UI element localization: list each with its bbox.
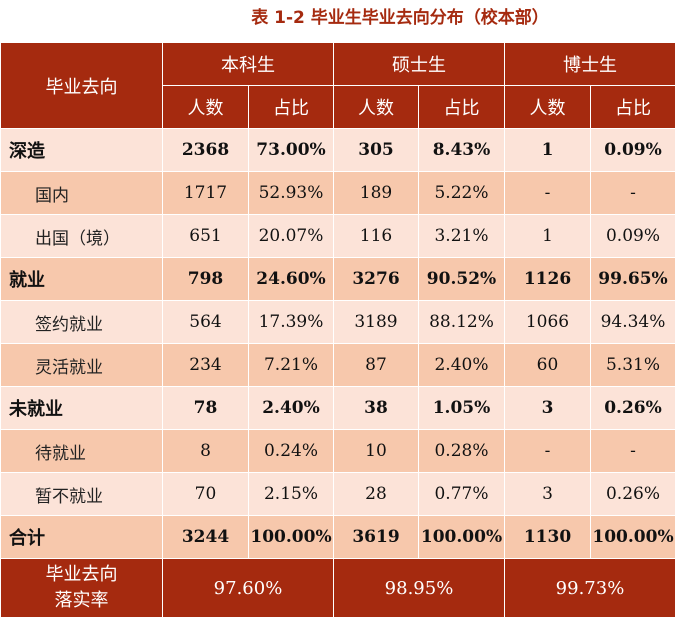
count-cell: 189	[333, 171, 419, 215]
count-cell: -	[504, 171, 591, 215]
table-row: 暂不就业 70 2.15% 28 0.77% 3 0.26%	[0, 472, 675, 516]
row-label: 合计	[0, 515, 163, 559]
ratio-cell: 17.39%	[248, 300, 334, 344]
ratio-cell: 8.43%	[418, 128, 505, 172]
count-cell: 651	[162, 214, 249, 258]
count-cell: 1130	[504, 515, 591, 559]
table-row: 出国（境） 651 20.07% 116 3.21% 1 0.09%	[0, 214, 675, 258]
count-cell: 3276	[333, 257, 419, 301]
ratio-cell: 100.00%	[590, 515, 675, 559]
placement-rate-value: 99.73%	[504, 558, 675, 618]
sub-header-ratio: 占比	[418, 85, 505, 129]
row-label: 签约就业	[0, 300, 163, 344]
ratio-cell: 88.12%	[418, 300, 505, 344]
ratio-cell: 99.65%	[590, 257, 675, 301]
group-header-master: 硕士生	[333, 42, 505, 86]
ratio-cell: -	[590, 429, 675, 473]
table-row: 灵活就业 234 7.21% 87 2.40% 60 5.31%	[0, 343, 675, 387]
count-cell: 564	[162, 300, 249, 344]
ratio-cell: 5.22%	[418, 171, 505, 215]
count-cell: 1	[504, 128, 591, 172]
count-cell: 3	[504, 386, 591, 430]
sub-header-count: 人数	[504, 85, 591, 129]
count-cell: -	[504, 429, 591, 473]
count-cell: 3619	[333, 515, 419, 559]
sub-header-count: 人数	[162, 85, 249, 129]
placement-rate-row: 毕业去向 落实率 97.60% 98.95% 99.73%	[0, 558, 675, 618]
table-row: 签约就业 564 17.39% 3189 88.12% 1066 94.34%	[0, 300, 675, 344]
row-label-header: 毕业去向	[0, 42, 163, 129]
count-cell: 28	[333, 472, 419, 516]
table-row: 未就业 78 2.40% 38 1.05% 3 0.26%	[0, 386, 675, 430]
count-cell: 38	[333, 386, 419, 430]
count-cell: 70	[162, 472, 249, 516]
ratio-cell: 73.00%	[248, 128, 334, 172]
ratio-cell: 20.07%	[248, 214, 334, 258]
table-row: 就业 798 24.60% 3276 90.52% 1126 99.65%	[0, 257, 675, 301]
rate-label-line1: 毕业去向	[45, 564, 118, 585]
graduation-destination-table: 毕业去向 本科生 硕士生 博士生 人数 占比 人数 占比 人数 占比 深造 236…	[0, 42, 675, 618]
ratio-cell: 0.26%	[590, 386, 675, 430]
count-cell: 3189	[333, 300, 419, 344]
ratio-cell: 3.21%	[418, 214, 505, 258]
placement-rate-label: 毕业去向 落实率	[0, 558, 163, 618]
ratio-cell: 90.52%	[418, 257, 505, 301]
ratio-cell: 100.00%	[418, 515, 505, 559]
ratio-cell: 1.05%	[418, 386, 505, 430]
count-cell: 1126	[504, 257, 591, 301]
row-label: 灵活就业	[0, 343, 163, 387]
ratio-cell: 2.40%	[248, 386, 334, 430]
count-cell: 60	[504, 343, 591, 387]
ratio-cell: 52.93%	[248, 171, 334, 215]
row-label: 就业	[0, 257, 163, 301]
count-cell: 8	[162, 429, 249, 473]
ratio-cell: -	[590, 171, 675, 215]
ratio-cell: 0.28%	[418, 429, 505, 473]
count-cell: 3244	[162, 515, 249, 559]
sub-header-count: 人数	[333, 85, 419, 129]
count-cell: 87	[333, 343, 419, 387]
table-row: 待就业 8 0.24% 10 0.28% - -	[0, 429, 675, 473]
count-cell: 116	[333, 214, 419, 258]
row-label: 待就业	[0, 429, 163, 473]
table-title: 表 1-2 毕业生毕业去向分布（校本部）	[251, 8, 549, 28]
count-cell: 798	[162, 257, 249, 301]
sub-header-ratio: 占比	[590, 85, 675, 129]
ratio-cell: 2.15%	[248, 472, 334, 516]
group-header-undergrad: 本科生	[162, 42, 334, 86]
count-cell: 305	[333, 128, 419, 172]
ratio-cell: 0.24%	[248, 429, 334, 473]
count-cell: 1066	[504, 300, 591, 344]
rate-label-line2: 落实率	[54, 590, 109, 611]
table-row: 国内 1717 52.93% 189 5.22% - -	[0, 171, 675, 215]
ratio-cell: 24.60%	[248, 257, 334, 301]
ratio-cell: 0.77%	[418, 472, 505, 516]
ratio-cell: 5.31%	[590, 343, 675, 387]
row-label: 国内	[0, 171, 163, 215]
row-label: 出国（境）	[0, 214, 163, 258]
sub-header-ratio: 占比	[248, 85, 334, 129]
count-cell: 10	[333, 429, 419, 473]
count-cell: 2368	[162, 128, 249, 172]
count-cell: 78	[162, 386, 249, 430]
table-row: 合计 3244 100.00% 3619 100.00% 1130 100.00%	[0, 515, 675, 559]
ratio-cell: 0.26%	[590, 472, 675, 516]
placement-rate-value: 98.95%	[333, 558, 505, 618]
count-cell: 1717	[162, 171, 249, 215]
ratio-cell: 94.34%	[590, 300, 675, 344]
count-cell: 1	[504, 214, 591, 258]
row-label: 未就业	[0, 386, 163, 430]
placement-rate-value: 97.60%	[162, 558, 334, 618]
ratio-cell: 0.09%	[590, 214, 675, 258]
table-row: 深造 2368 73.00% 305 8.43% 1 0.09%	[0, 128, 675, 172]
row-label: 暂不就业	[0, 472, 163, 516]
count-cell: 3	[504, 472, 591, 516]
group-header-doctor: 博士生	[504, 42, 675, 86]
ratio-cell: 0.09%	[590, 128, 675, 172]
count-cell: 234	[162, 343, 249, 387]
ratio-cell: 100.00%	[248, 515, 334, 559]
ratio-cell: 7.21%	[248, 343, 334, 387]
ratio-cell: 2.40%	[418, 343, 505, 387]
row-label: 深造	[0, 128, 163, 172]
